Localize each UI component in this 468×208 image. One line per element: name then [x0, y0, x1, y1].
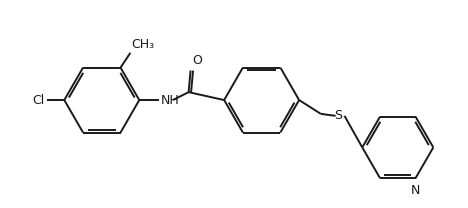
Text: S: S	[335, 109, 343, 122]
Text: N: N	[411, 184, 420, 197]
Text: O: O	[192, 53, 203, 67]
Text: CH₃: CH₃	[132, 38, 154, 51]
Text: NH: NH	[161, 94, 180, 106]
Text: Cl: Cl	[32, 94, 44, 106]
